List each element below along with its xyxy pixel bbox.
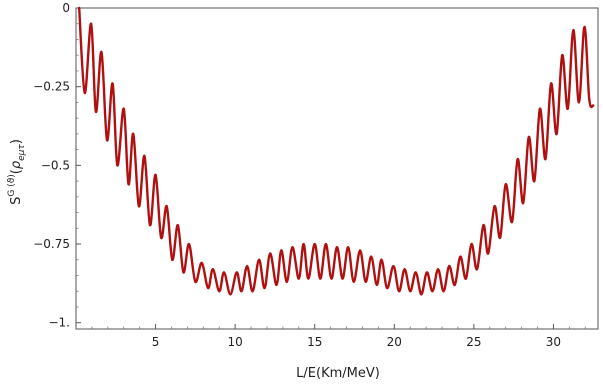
x-axis-label: L/E(Km/MeV) <box>296 366 380 381</box>
x-tick-label: 5 <box>152 335 160 349</box>
svg-text:SG (ϑ)(ρeμτ): SG (ϑ)(ρeμτ) <box>7 139 27 205</box>
y-tick-label: 0 <box>62 1 70 15</box>
x-axis: 5 10 15 20 25 30 <box>91 324 586 349</box>
x-tick-label: 15 <box>307 335 322 349</box>
y-label-superscript: G (ϑ) <box>7 174 17 196</box>
x-tick-label: 25 <box>466 335 481 349</box>
x-tick-label: 10 <box>228 335 243 349</box>
plot-frame <box>75 7 599 330</box>
x-tick-label: 30 <box>546 335 561 349</box>
y-axis-label: SG (ϑ)(ρeμτ) <box>7 139 27 205</box>
y-tick-label: −0.25 <box>33 80 70 94</box>
y-axis: 0 −0.25 −0.5 −0.75 −1. <box>33 1 81 330</box>
y-tick-label: −0.75 <box>33 237 70 251</box>
series-line <box>77 6 595 296</box>
x-tick-label: 20 <box>387 335 402 349</box>
y-label-argument: ρ <box>9 160 24 169</box>
y-label-subscript: eμτ <box>17 144 27 161</box>
series-layer <box>77 6 595 296</box>
y-tick-label: −0.5 <box>41 158 70 172</box>
plot-border <box>75 7 599 330</box>
y-tick-label: −1. <box>48 316 70 330</box>
y-label-close-paren: ) <box>9 139 24 144</box>
y-label-base: S <box>9 197 24 205</box>
y-label-open-paren: ( <box>9 169 24 174</box>
